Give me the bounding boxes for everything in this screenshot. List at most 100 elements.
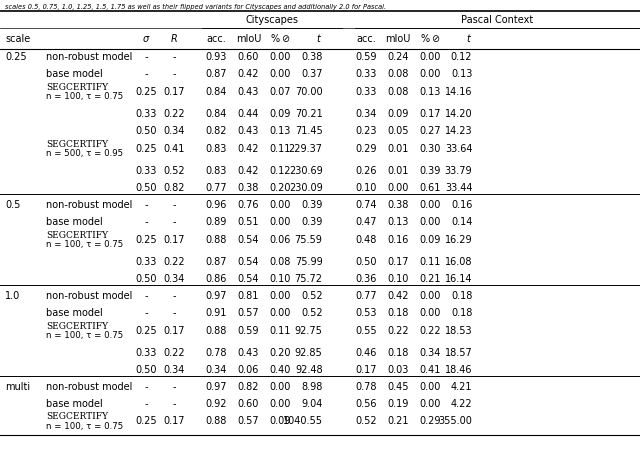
Text: 230.69: 230.69 <box>289 166 323 176</box>
Text: acc.: acc. <box>207 34 226 44</box>
Text: 0.09: 0.09 <box>269 109 291 119</box>
Text: 1.0: 1.0 <box>5 291 20 301</box>
Text: 0.34: 0.34 <box>355 109 377 119</box>
Text: 0.09: 0.09 <box>419 235 441 245</box>
Text: acc.: acc. <box>356 34 376 44</box>
Text: 0.07: 0.07 <box>269 87 291 97</box>
Text: 0.33: 0.33 <box>135 257 157 267</box>
Text: 0.83: 0.83 <box>205 166 227 176</box>
Text: -: - <box>144 200 148 210</box>
Text: 0.38: 0.38 <box>237 183 259 193</box>
Text: 0.40: 0.40 <box>269 365 291 375</box>
Text: 33.79: 33.79 <box>445 166 472 176</box>
Text: 0.50: 0.50 <box>135 274 157 284</box>
Text: 0.12: 0.12 <box>269 166 291 176</box>
Text: 0.41: 0.41 <box>419 365 441 375</box>
Text: 0.42: 0.42 <box>237 144 259 154</box>
Text: $R$: $R$ <box>170 32 178 44</box>
Text: 0.22: 0.22 <box>419 326 441 336</box>
Text: 0.52: 0.52 <box>163 166 185 176</box>
Text: -: - <box>172 69 176 79</box>
Text: 0.5: 0.5 <box>5 200 20 210</box>
Text: non-robust model: non-robust model <box>46 52 132 62</box>
Text: mIoU: mIoU <box>385 34 411 44</box>
Text: 0.00: 0.00 <box>269 217 291 227</box>
Text: 75.59: 75.59 <box>294 235 323 245</box>
Text: 0.74: 0.74 <box>355 200 377 210</box>
Text: 0.13: 0.13 <box>269 126 291 136</box>
Text: 0.00: 0.00 <box>269 291 291 301</box>
Text: 0.00: 0.00 <box>269 308 291 318</box>
Text: multi: multi <box>5 382 30 392</box>
Text: 0.06: 0.06 <box>269 235 291 245</box>
Text: 0.17: 0.17 <box>163 326 185 336</box>
Text: 0.48: 0.48 <box>355 235 377 245</box>
Text: 16.08: 16.08 <box>445 257 472 267</box>
Text: 0.43: 0.43 <box>237 348 259 358</box>
Text: 0.93: 0.93 <box>205 52 227 62</box>
Text: -: - <box>144 291 148 301</box>
Text: 0.77: 0.77 <box>355 291 377 301</box>
Text: -: - <box>172 291 176 301</box>
Text: 0.89: 0.89 <box>205 217 227 227</box>
Text: non-robust model: non-robust model <box>46 382 132 392</box>
Text: 9.04: 9.04 <box>301 399 323 409</box>
Text: 0.54: 0.54 <box>237 235 259 245</box>
Text: 16.29: 16.29 <box>445 235 472 245</box>
Text: base model: base model <box>46 308 103 318</box>
Text: 0.08: 0.08 <box>387 87 409 97</box>
Text: -: - <box>144 399 148 409</box>
Text: 0.12: 0.12 <box>451 52 472 62</box>
Text: 8.98: 8.98 <box>301 382 323 392</box>
Text: 0.60: 0.60 <box>237 52 259 62</box>
Text: 33.64: 33.64 <box>445 144 472 154</box>
Text: 0.29: 0.29 <box>419 416 441 426</box>
Text: 0.11: 0.11 <box>419 257 441 267</box>
Text: 0.13: 0.13 <box>419 87 441 97</box>
Text: 75.72: 75.72 <box>294 274 323 284</box>
Text: 0.27: 0.27 <box>419 126 441 136</box>
Text: 0.84: 0.84 <box>205 87 227 97</box>
Text: 0.08: 0.08 <box>269 257 291 267</box>
Text: 0.33: 0.33 <box>135 348 157 358</box>
Text: 70.21: 70.21 <box>295 109 323 119</box>
Text: 0.24: 0.24 <box>387 52 409 62</box>
Text: 0.00: 0.00 <box>419 382 441 392</box>
Text: -: - <box>172 200 176 210</box>
Text: Pascal Context: Pascal Context <box>461 15 533 25</box>
Text: 0.11: 0.11 <box>269 144 291 154</box>
Text: 0.09: 0.09 <box>387 109 409 119</box>
Text: 0.22: 0.22 <box>163 348 185 358</box>
Text: n = 100, τ = 0.75: n = 100, τ = 0.75 <box>46 331 124 340</box>
Text: 0.59: 0.59 <box>355 52 377 62</box>
Text: 0.34: 0.34 <box>163 365 185 375</box>
Text: 0.88: 0.88 <box>205 326 227 336</box>
Text: 0.50: 0.50 <box>355 257 377 267</box>
Text: 0.88: 0.88 <box>205 235 227 245</box>
Text: 0.78: 0.78 <box>205 348 227 358</box>
Text: 0.46: 0.46 <box>355 348 377 358</box>
Text: 0.97: 0.97 <box>205 382 227 392</box>
Text: 0.81: 0.81 <box>237 291 259 301</box>
Text: Cityscapes: Cityscapes <box>246 15 298 25</box>
Text: 0.55: 0.55 <box>355 326 377 336</box>
Text: 0.20: 0.20 <box>269 348 291 358</box>
Text: 0.25: 0.25 <box>135 326 157 336</box>
Text: 0.84: 0.84 <box>205 109 227 119</box>
Text: -: - <box>144 217 148 227</box>
Text: 0.39: 0.39 <box>301 200 323 210</box>
Text: 75.99: 75.99 <box>295 257 323 267</box>
Text: 0.38: 0.38 <box>387 200 409 210</box>
Text: 70.00: 70.00 <box>295 87 323 97</box>
Text: $\%\oslash$: $\%\oslash$ <box>420 32 440 44</box>
Text: 0.26: 0.26 <box>355 166 377 176</box>
Text: SEGCERTIFY: SEGCERTIFY <box>46 231 108 240</box>
Text: 0.39: 0.39 <box>301 217 323 227</box>
Text: -: - <box>144 308 148 318</box>
Text: 0.82: 0.82 <box>237 382 259 392</box>
Text: SEGCERTIFY: SEGCERTIFY <box>46 83 108 92</box>
Text: $\sigma$: $\sigma$ <box>141 34 150 44</box>
Text: 0.43: 0.43 <box>237 126 259 136</box>
Text: 0.87: 0.87 <box>205 257 227 267</box>
Text: 0.17: 0.17 <box>355 365 377 375</box>
